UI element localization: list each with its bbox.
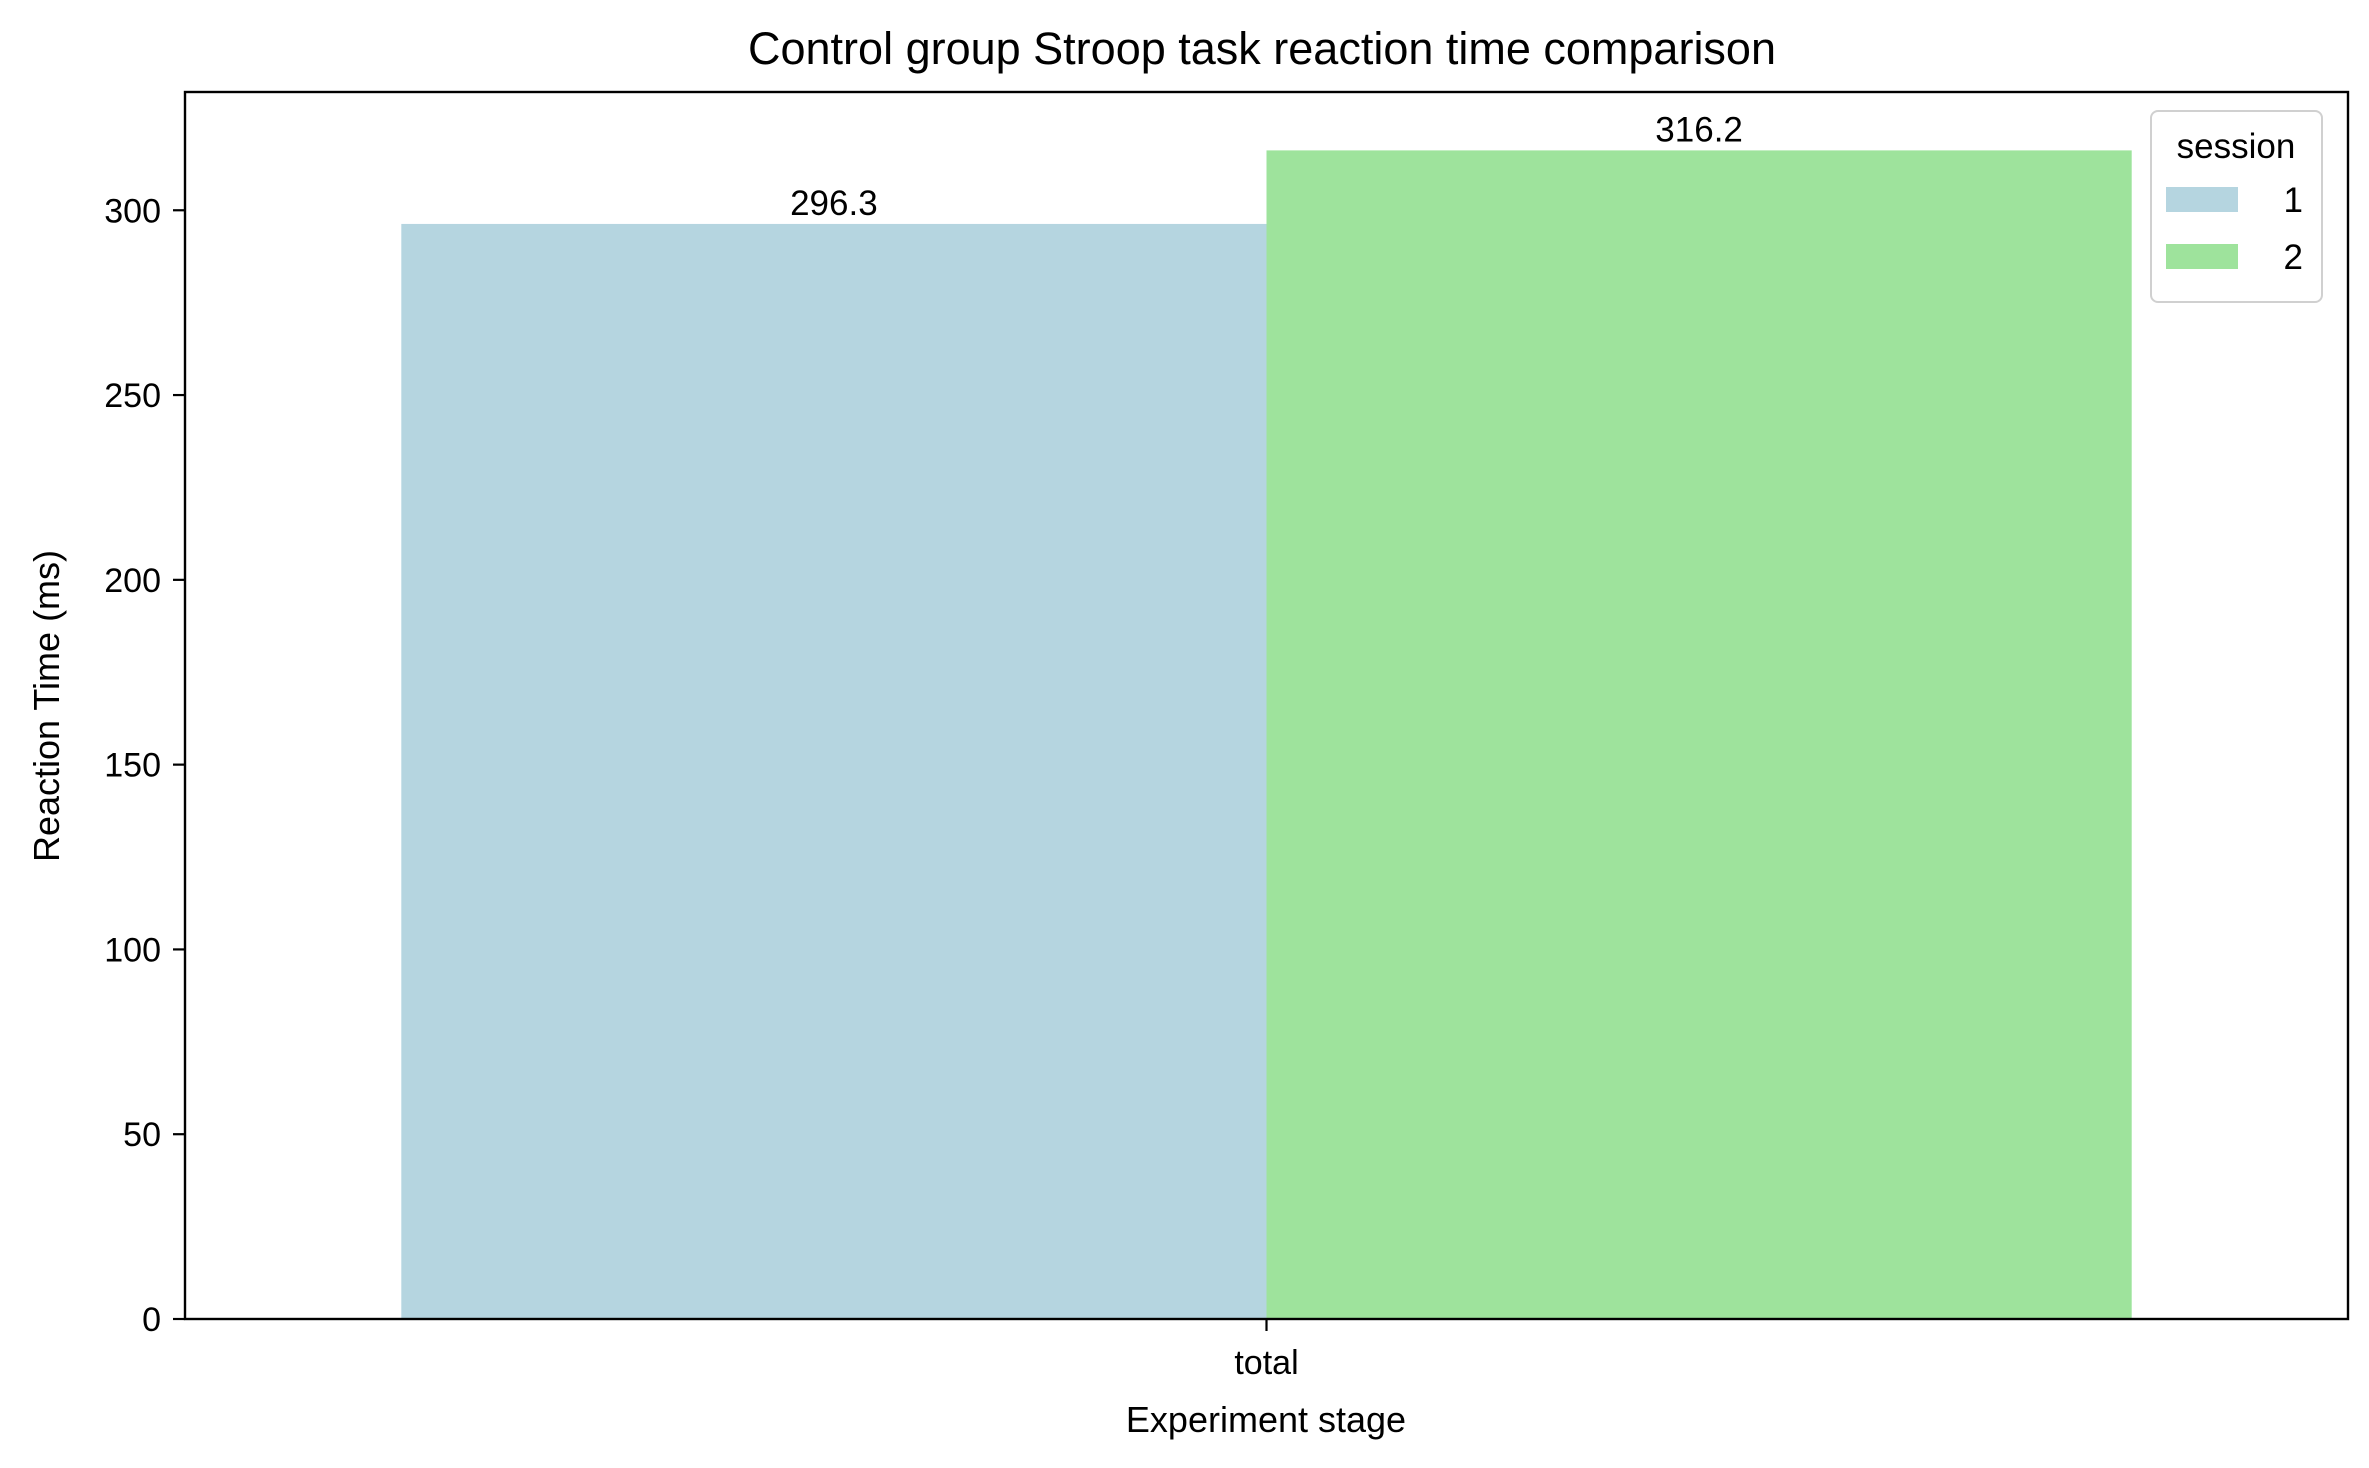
y-tick-label: 100 xyxy=(104,931,161,969)
chart-title: Control group Stroop task reaction time … xyxy=(748,23,1776,74)
y-tick-label: 200 xyxy=(104,562,161,600)
legend: session 12 xyxy=(2150,110,2323,303)
data-label-session-2: 316.2 xyxy=(1655,110,1743,149)
x-axis: total xyxy=(1234,1319,1299,1382)
x-tick-label: total xyxy=(1234,1344,1298,1382)
bars-layer xyxy=(401,150,2132,1320)
y-tick-label: 300 xyxy=(104,192,161,230)
bar-session-1-total xyxy=(401,223,1267,1319)
legend-swatch-session-1 xyxy=(2166,187,2238,212)
legend-title: session xyxy=(2177,127,2296,166)
legend-label-session-1: 1 xyxy=(2284,181,2303,220)
legend-swatch-session-2 xyxy=(2166,244,2238,269)
y-tick-label: 250 xyxy=(104,377,161,415)
bar-session-2-total xyxy=(1266,150,2132,1320)
x-axis-label: Experiment stage xyxy=(1126,1399,1406,1440)
y-tick-label: 150 xyxy=(104,747,161,785)
data-labels-layer: 296.3 316.2 xyxy=(790,110,1743,223)
data-label-session-1: 296.3 xyxy=(790,184,878,223)
y-tick-label: 50 xyxy=(123,1116,161,1154)
legend-label-session-2: 2 xyxy=(2284,238,2303,277)
y-axis: 0 50 100 150 200 250 300 xyxy=(104,192,185,1339)
y-axis-label: Reaction Time (ms) xyxy=(26,550,67,862)
legend-items: 12 xyxy=(2166,181,2303,277)
y-tick-label: 0 xyxy=(142,1301,161,1339)
